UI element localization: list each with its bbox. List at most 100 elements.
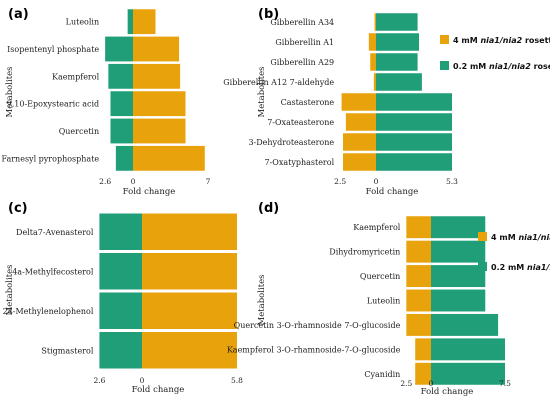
bar-green — [376, 153, 452, 171]
bar-orange — [345, 113, 376, 131]
panel-d: (d) Kaempferol Dihydromyricetin Quercetin Lu… — [227, 201, 550, 397]
bar-green — [431, 338, 505, 361]
tick-label: 0 — [140, 376, 145, 385]
bar-orange — [373, 73, 376, 91]
panel-label: (c) — [8, 201, 28, 216]
x-axis-title: Fold change — [123, 187, 176, 197]
bar-green — [431, 216, 486, 239]
legend-swatch — [440, 35, 449, 44]
y-axis-title: Metabolites — [5, 66, 15, 117]
tick-label: 0 — [374, 177, 379, 186]
bar-green — [431, 265, 486, 288]
bar-green — [376, 73, 422, 91]
bar-orange — [370, 53, 376, 71]
bar-orange — [142, 253, 237, 290]
tick-label: 5.3 — [446, 177, 458, 186]
bar-orange — [406, 240, 431, 263]
bar-orange — [133, 91, 186, 117]
bar-green — [376, 133, 452, 151]
category-label: Quercetin 3-O-rhamnoside 7-O-glucoside — [234, 321, 401, 330]
legend-entry: 4 mM nia1/nia2 root — [491, 233, 550, 242]
category-label: 7-Oxateasterone — [267, 118, 334, 127]
bar-orange — [133, 63, 181, 89]
tick-label: 2.6 — [99, 177, 111, 186]
x-axis-title: Fold change — [366, 187, 419, 197]
bar-green — [376, 53, 418, 71]
bar-green — [110, 91, 133, 117]
category-label: Luteolin — [367, 297, 401, 306]
category-label: Luteolin — [66, 18, 100, 27]
legend: 4 mM nia1/nia2 rosette 0.2 mM nia1/nia2 r… — [440, 35, 550, 71]
bar-green — [376, 33, 420, 51]
bar-green — [115, 145, 133, 171]
bar-green — [99, 213, 142, 250]
bar-orange — [343, 133, 376, 151]
panel-label: (a) — [8, 7, 29, 22]
x-axis-title: Fold change — [132, 385, 185, 395]
legend-swatch — [478, 232, 487, 241]
bar-green — [127, 9, 133, 35]
bar-green — [105, 36, 133, 62]
panel-b: (b)Gibberellin A34 Gibberellin A1 Gibberel… — [223, 7, 550, 197]
panel-label: (b) — [258, 7, 279, 22]
bar-green — [431, 362, 505, 385]
category-label: Kaempferol 3-O-rhamnoside-7-O-glucoside — [227, 345, 401, 354]
tick-label: 7 — [206, 177, 211, 186]
bar-orange — [374, 13, 376, 31]
legend: 4 mM nia1/nia2 root 0.2 mM nia1/nia2 root — [478, 232, 550, 272]
bar-orange — [142, 332, 237, 369]
legend-entry: 0.2 mM nia1/nia2 rosette — [453, 62, 550, 71]
panel-a: (a) Luteolin Isopentenyl phosphate Kaempfer… — [1, 7, 210, 197]
y-axis-title: Metabolites — [5, 264, 15, 315]
y-axis-title: Metabolites — [257, 66, 267, 117]
category-label: 4a-Methylfecosterol — [12, 267, 94, 276]
bar-green — [99, 253, 142, 290]
bar-orange — [133, 118, 186, 144]
tick-label: 2.5 — [400, 379, 412, 388]
bar-green — [376, 113, 452, 131]
legend-entry: 0.2 mM nia1/nia2 root — [491, 263, 550, 272]
category-label: Cyanidin — [364, 370, 400, 379]
bar-orange — [415, 362, 431, 385]
bar-green — [431, 240, 486, 263]
bar-orange — [406, 313, 431, 336]
bar-green — [110, 118, 133, 144]
tick-label: 2.5 — [334, 177, 346, 186]
bar-orange — [133, 36, 180, 62]
bar-green — [431, 289, 486, 312]
panel-label: (d) — [258, 201, 279, 216]
legend-swatch — [478, 262, 487, 271]
category-label: Delta7-Avenasterol — [16, 228, 94, 237]
legend-swatch — [440, 61, 449, 70]
y-axis-title: Metabolites — [257, 274, 267, 325]
bar-orange — [133, 145, 205, 171]
bar-orange — [406, 216, 431, 239]
bar-green — [108, 63, 133, 89]
bar-orange — [406, 289, 431, 312]
category-label: Kaempferol — [353, 223, 401, 232]
tick-label: 0 — [131, 177, 136, 186]
legend-entry: 4 mM nia1/nia2 rosette — [453, 36, 550, 45]
category-label: Gibberellin A34 — [270, 18, 334, 27]
bar-green — [376, 13, 418, 31]
tick-label: 7.5 — [499, 379, 511, 388]
category-label: Quercetin — [59, 127, 99, 136]
category-label: Isopentenyl phosphate — [7, 45, 99, 54]
tick-label: 5.8 — [231, 376, 243, 385]
category-label: Gibberellin A29 — [270, 58, 334, 67]
tick-label: 0 — [429, 379, 434, 388]
category-label: Stigmasterol — [41, 346, 93, 355]
category-label: Kaempferol — [52, 72, 100, 81]
category-label: 24-Methylenelophenol — [3, 307, 94, 316]
bar-orange — [415, 338, 431, 361]
category-label: Gibberellin A1 — [275, 38, 334, 47]
bar-orange — [368, 33, 376, 51]
bar-orange — [142, 213, 237, 250]
category-label: Dihydromyricetin — [329, 248, 400, 257]
bar-green — [99, 332, 142, 369]
x-axis-title: Fold change — [421, 387, 474, 397]
bar-orange — [133, 9, 156, 35]
bar-orange — [343, 153, 376, 171]
category-label: 3-Dehydroteasterone — [248, 138, 334, 147]
